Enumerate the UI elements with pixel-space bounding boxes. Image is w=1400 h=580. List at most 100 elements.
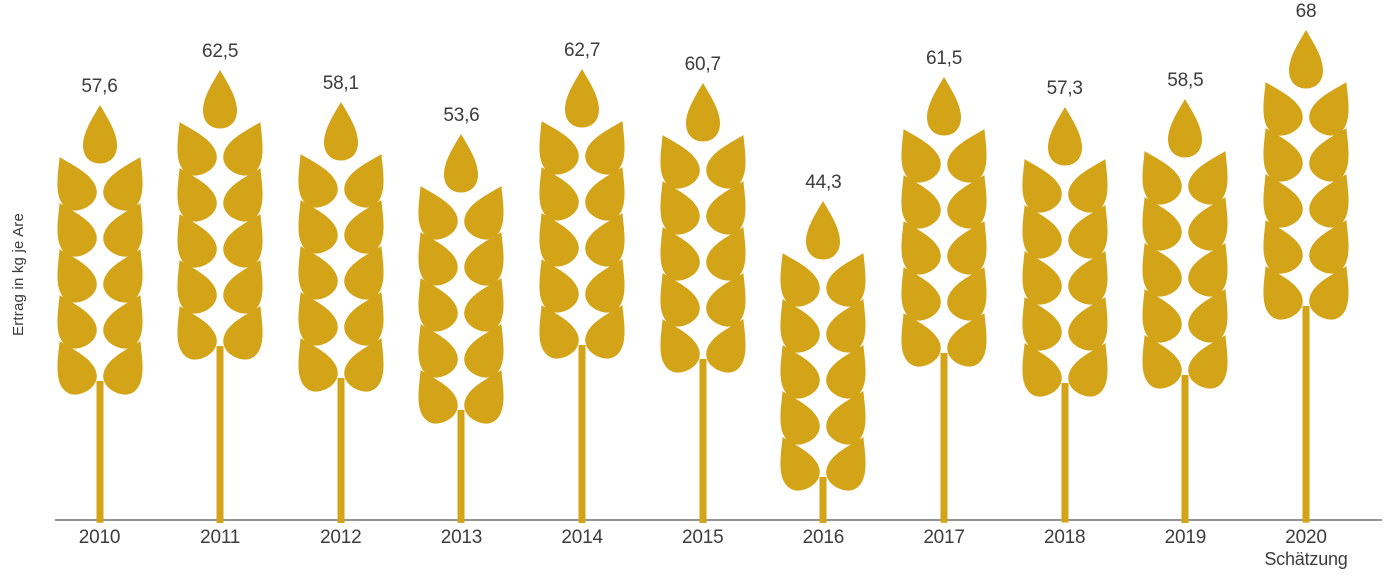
wheat-leaf-left bbox=[298, 153, 338, 208]
wheat-leaf-right bbox=[464, 278, 504, 332]
wheat-leaf-right bbox=[344, 337, 384, 392]
wheat-ear-icon bbox=[660, 82, 746, 523]
wheat-leaf-right bbox=[1067, 297, 1108, 352]
wheat-leaf-right bbox=[826, 391, 866, 445]
wheat-ear-2010 bbox=[52, 105, 148, 523]
wheat-leaf-right bbox=[706, 273, 746, 327]
wheat-leaf-left bbox=[177, 306, 217, 360]
wheat-leaf-left bbox=[660, 135, 700, 189]
wheat-ear-icon bbox=[539, 68, 625, 523]
wheat-leaf-left bbox=[901, 221, 941, 275]
wheat-leaf-right bbox=[1188, 150, 1228, 205]
wheat-stem bbox=[578, 344, 586, 523]
x-tick-sublabel-2020: Schätzung bbox=[1264, 549, 1348, 569]
value-label-2016: 44,3 bbox=[805, 172, 842, 194]
wheat-stem bbox=[1302, 306, 1310, 523]
wheat-leaf-right bbox=[706, 135, 746, 189]
wheat-stem bbox=[940, 353, 948, 523]
wheat-leaf-left bbox=[1022, 251, 1062, 306]
wheat-leaf-left bbox=[1022, 205, 1062, 260]
wheat-top-leaf bbox=[203, 70, 238, 129]
wheat-leaf-left bbox=[539, 304, 579, 359]
wheat-ear-icon bbox=[901, 77, 987, 523]
wheat-leaf-right bbox=[223, 168, 263, 222]
wheat-leaf-left bbox=[1142, 242, 1183, 297]
wheat-leaf-right bbox=[1309, 220, 1349, 275]
wheat-leaf-left bbox=[177, 122, 217, 176]
wheat-leaf-left bbox=[418, 324, 459, 378]
x-tick-label-2014: 2014 bbox=[561, 527, 603, 548]
value-label-2011: 62,5 bbox=[202, 41, 239, 62]
wheat-leaf-right bbox=[102, 341, 143, 395]
value-label-2013: 53,6 bbox=[443, 105, 480, 127]
wheat-leaf-left bbox=[1142, 196, 1183, 251]
wheat-leaf-right bbox=[585, 212, 625, 267]
wheat-leaf-left bbox=[1142, 150, 1183, 205]
wheat-leaf-left bbox=[1263, 82, 1303, 137]
wheat-ear-2019 bbox=[1137, 98, 1233, 523]
wheat-leaf-right bbox=[1188, 242, 1228, 297]
wheat-leaf-left bbox=[660, 319, 700, 373]
wheat-leaf-left bbox=[780, 299, 821, 353]
wheat-leaf-left bbox=[1263, 128, 1303, 183]
wheat-leaf-right bbox=[585, 120, 625, 175]
wheat-top-leaf bbox=[1168, 98, 1203, 158]
wheat-ear-icon bbox=[1142, 98, 1228, 523]
wheat-top-leaf bbox=[685, 82, 720, 142]
wheat-leaf-right bbox=[344, 199, 384, 254]
value-label-2018: 57,3 bbox=[1046, 78, 1083, 100]
wheat-stem bbox=[1181, 374, 1189, 523]
wheat-leaf-right bbox=[102, 157, 143, 211]
wheat-leaf-left bbox=[298, 291, 338, 346]
wheat-leaf-right bbox=[706, 319, 746, 373]
wheat-leaf-right bbox=[1067, 205, 1108, 260]
wheat-stem bbox=[457, 410, 465, 523]
wheat-leaf-left bbox=[418, 370, 459, 424]
wheat-leaf-right bbox=[223, 122, 263, 176]
wheat-leaf-right bbox=[464, 324, 504, 378]
wheat-top-leaf bbox=[323, 101, 358, 161]
wheat-leaf-left bbox=[1022, 297, 1062, 352]
wheat-leaf-left bbox=[177, 168, 217, 222]
wheat-ear-2011 bbox=[172, 70, 268, 523]
wheat-top-leaf bbox=[1289, 30, 1323, 89]
wheat-ear-2015 bbox=[655, 82, 751, 523]
wheat-stem bbox=[699, 358, 707, 523]
wheat-top-leaf bbox=[565, 68, 600, 128]
wheat-leaf-right bbox=[826, 345, 866, 399]
x-tick-label-2011: 2011 bbox=[200, 527, 241, 548]
wheat-leaf-right bbox=[1188, 334, 1228, 389]
wheat-ear-2014 bbox=[534, 68, 630, 523]
wheat-ear-2017 bbox=[896, 77, 992, 523]
wheat-ear-icon bbox=[177, 70, 263, 523]
wheat-leaf-left bbox=[780, 253, 821, 307]
wheat-leaf-right bbox=[344, 245, 384, 300]
wheat-ear-2013 bbox=[413, 134, 509, 523]
wheat-leaf-right bbox=[223, 306, 263, 360]
x-tick-label-2012: 2012 bbox=[320, 527, 362, 548]
wheat-leaf-left bbox=[1142, 334, 1183, 389]
x-axis-line bbox=[55, 519, 1382, 521]
wheat-leaf-left bbox=[56, 341, 97, 395]
wheat-ear-2020 bbox=[1258, 30, 1354, 523]
wheat-ear-icon bbox=[418, 134, 504, 523]
value-label-2010: 57,6 bbox=[81, 76, 118, 98]
wheat-leaf-right bbox=[1067, 251, 1108, 306]
wheat-leaf-right bbox=[1067, 159, 1108, 214]
wheat-leaf-left bbox=[1022, 343, 1062, 398]
wheat-leaf-right bbox=[223, 214, 263, 268]
wheat-ear-2018 bbox=[1017, 107, 1113, 523]
wheat-leaf-left bbox=[660, 227, 700, 281]
wheat-leaf-left bbox=[539, 166, 579, 221]
value-label-2014: 62,7 bbox=[564, 39, 601, 61]
wheat-leaf-left bbox=[56, 157, 97, 211]
wheat-leaf-right bbox=[102, 295, 143, 349]
wheat-leaf-left bbox=[418, 186, 459, 240]
wheat-leaf-right bbox=[826, 299, 866, 353]
wheat-leaf-right bbox=[1309, 266, 1349, 321]
wheat-leaf-right bbox=[826, 437, 866, 491]
wheat-ear-2012 bbox=[293, 101, 389, 523]
wheat-stem bbox=[216, 346, 224, 523]
wheat-leaf-right bbox=[947, 129, 987, 183]
